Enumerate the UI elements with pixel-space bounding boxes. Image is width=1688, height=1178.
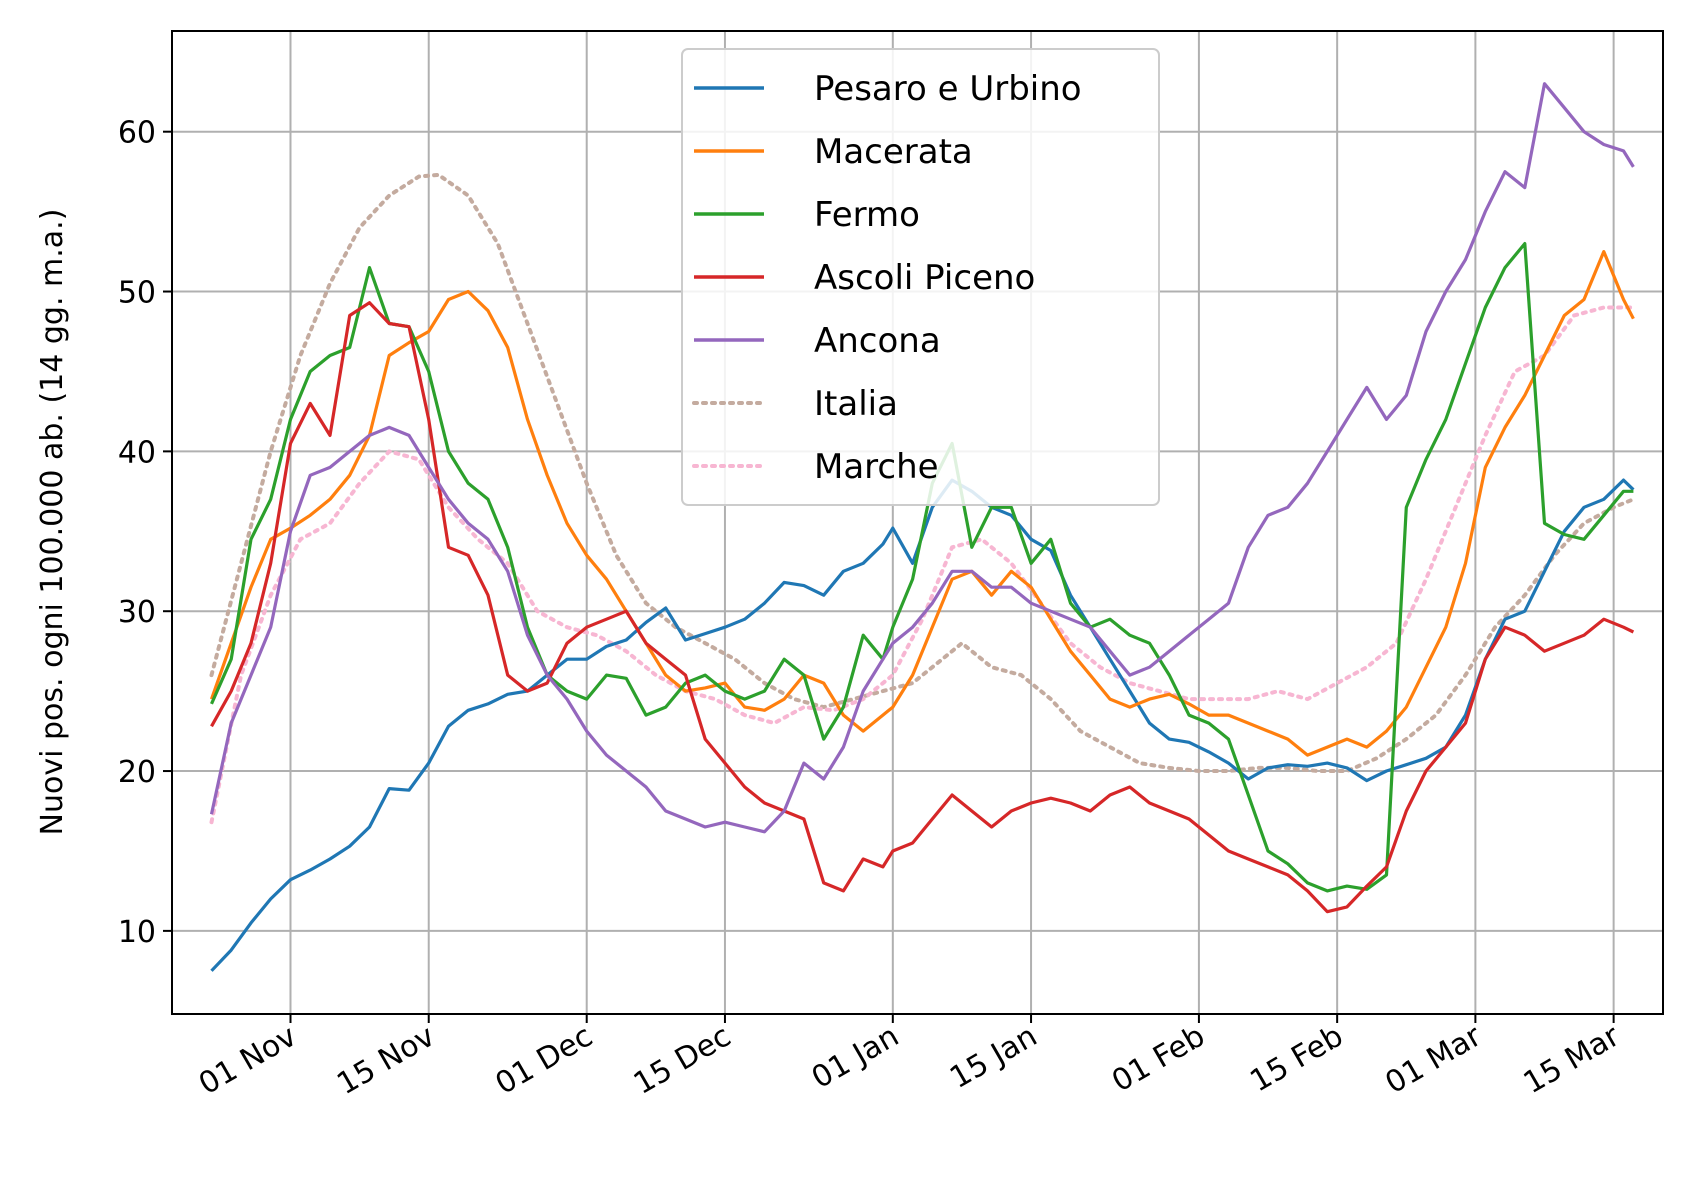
series-line-marche [209, 305, 1636, 825]
series-line-italia [209, 172, 1636, 773]
y-tick-label: 40 [118, 435, 156, 470]
y-tick-label: 50 [118, 276, 156, 311]
y-axis-label: Nuovi pos. ogni 100.000 ab. (14 gg. m.a.… [35, 209, 70, 836]
legend-box [681, 48, 1160, 506]
plot-area-frame [171, 30, 1664, 1015]
legend-label: Fermo [814, 195, 920, 235]
series-lines [209, 82, 1636, 972]
legend-label: Marche [814, 447, 939, 487]
legend: Pesaro e Urbino Macerata Fermo Ascoli Picen… [681, 48, 1160, 506]
y-tick-label: 30 [118, 595, 156, 630]
y-tick-label: 60 [118, 116, 156, 151]
legend-label: Italia [814, 384, 898, 424]
legend-label: Ancona [814, 321, 941, 361]
y-tick-label: 10 [118, 915, 156, 950]
legend-label: Ascoli Piceno [814, 258, 1035, 298]
legend-label: Macerata [814, 132, 973, 172]
legend-label: Pesaro e Urbino [814, 69, 1082, 109]
series-line-fermo [210, 242, 1634, 893]
series-line-macerata [209, 250, 1635, 757]
series-line-ancona [209, 82, 1635, 834]
y-tick-label: 20 [118, 755, 156, 790]
series-line-ascoli-piceno [210, 301, 1635, 914]
